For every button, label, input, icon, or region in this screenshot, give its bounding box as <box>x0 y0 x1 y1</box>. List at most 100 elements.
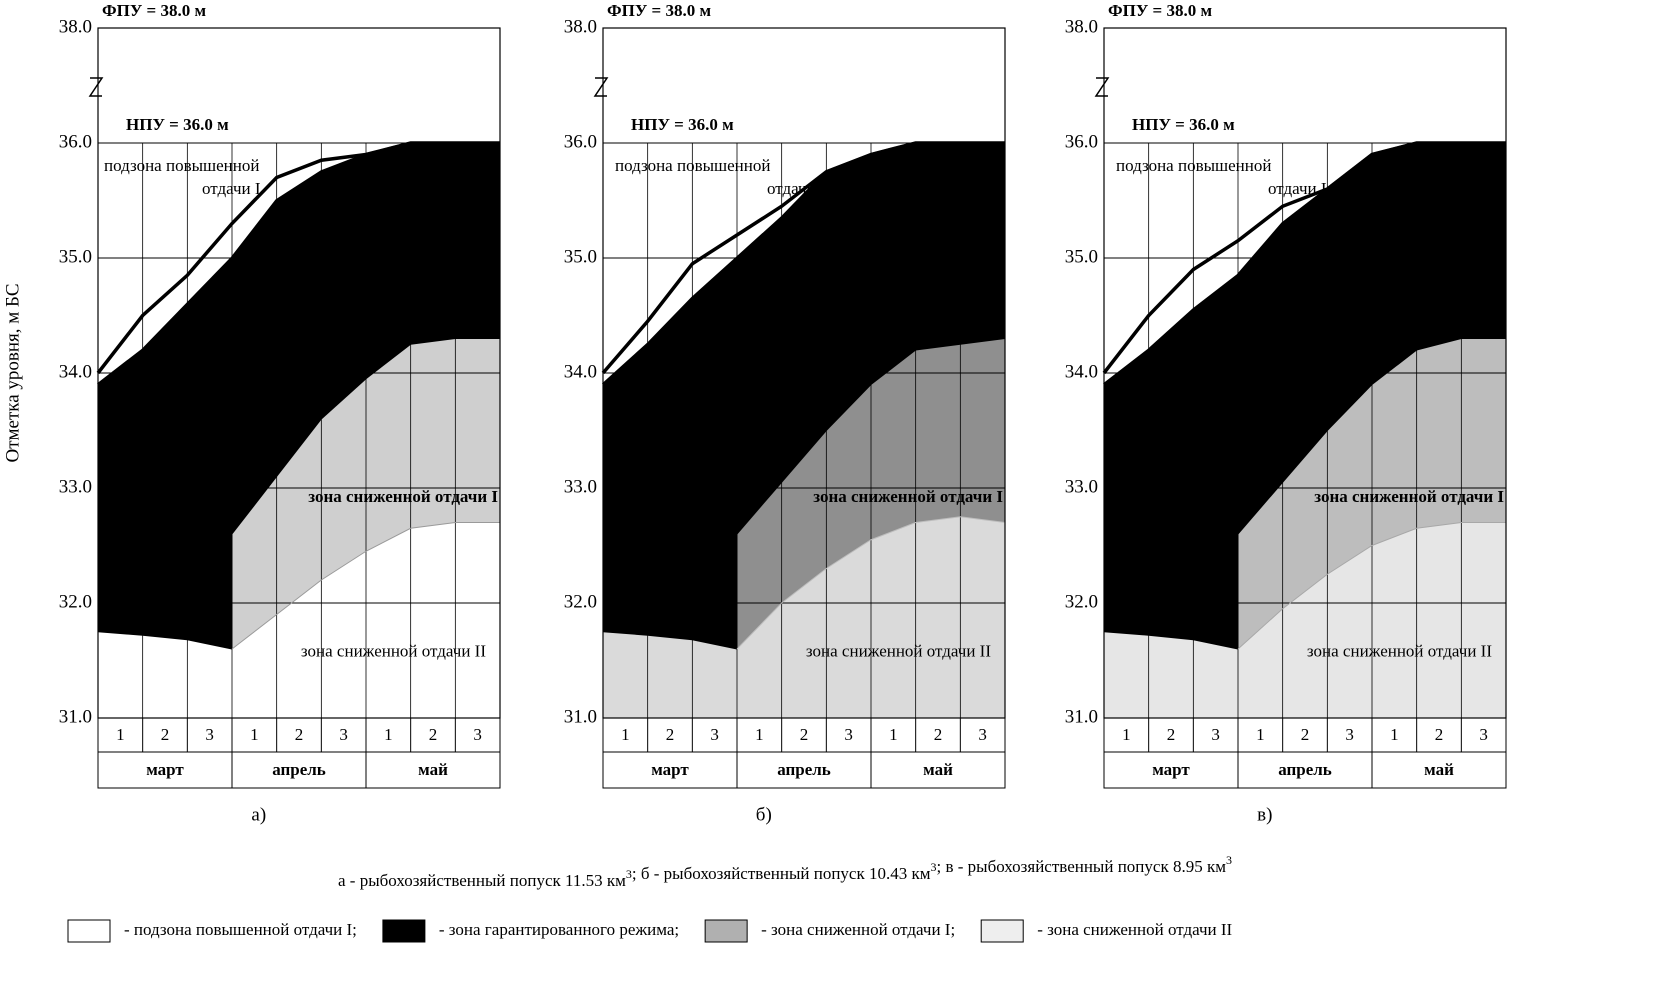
legend-swatch <box>382 919 426 943</box>
decade-label: 2 <box>934 725 943 744</box>
decade-label: 2 <box>429 725 438 744</box>
decade-label: 2 <box>295 725 304 744</box>
decade-label: 3 <box>339 725 348 744</box>
decade-label: 2 <box>800 725 809 744</box>
month-label: апрель <box>272 760 326 779</box>
caption-sup: 3 <box>1226 853 1232 867</box>
decade-label: 3 <box>205 725 214 744</box>
y-tick-label: 36.0 <box>1065 131 1098 152</box>
y-axis-title: Отметка уровня, м БС <box>2 283 23 462</box>
axis-break <box>88 77 104 97</box>
zone-label: зона сниженной отдачи I <box>1314 487 1504 506</box>
y-tick-label: 31.0 <box>59 706 92 727</box>
y-tick-label: 36.0 <box>59 131 92 152</box>
decade-label: 2 <box>1435 725 1444 744</box>
zone-label: зона сниженной отдачи I <box>813 487 1003 506</box>
y-tick-label: 35.0 <box>564 246 597 267</box>
decade-label: 2 <box>161 725 170 744</box>
zone-guaranteed <box>603 143 1005 649</box>
decade-label: 3 <box>473 725 482 744</box>
caption-sup: 3 <box>626 867 632 881</box>
month-row <box>1103 751 1507 789</box>
month-label: март <box>146 760 184 779</box>
month-row <box>602 751 1006 789</box>
decade-label: 2 <box>1301 725 1310 744</box>
decade-label: 1 <box>1390 725 1399 744</box>
decade-label: 1 <box>1122 725 1131 744</box>
fpu-label: ФПУ = 38.0 м <box>1108 1 1212 20</box>
caption-text: ; в - рыбохозяйственный попуск 8.95 км <box>937 857 1227 876</box>
y-tick-label: 31.0 <box>564 706 597 727</box>
zone-label: отдачи I <box>767 179 826 198</box>
decade-label: 3 <box>844 725 853 744</box>
month-row <box>97 751 501 789</box>
fpu-label: ФПУ = 38.0 м <box>607 1 711 20</box>
decade-label: 3 <box>710 725 719 744</box>
y-tick-label: 32.0 <box>1065 591 1098 612</box>
y-tick-label: 35.0 <box>1065 246 1098 267</box>
y-tick-label: 34.0 <box>1065 361 1098 382</box>
zone-label: отдачи I <box>1268 179 1327 198</box>
zone-label: подзона повышенной <box>1116 156 1271 175</box>
decade-label: 1 <box>621 725 630 744</box>
caption-text: ; б - рыбохозяйственный попуск 10.43 км <box>632 864 931 883</box>
legend-label: - зона сниженной отдачи II <box>1037 920 1232 939</box>
zone-guaranteed <box>1104 143 1506 649</box>
caption-text: а - рыбохозяйственный попуск 11.53 км <box>338 871 626 890</box>
y-tick-label: 35.0 <box>59 246 92 267</box>
y-tick-label: 34.0 <box>59 361 92 382</box>
legend-swatch <box>67 919 111 943</box>
boundary-line <box>601 141 1005 386</box>
zone-label: зона сниженной отдачи II <box>1307 641 1492 660</box>
zone-increased <box>1104 143 1506 385</box>
decade-label: 3 <box>1211 725 1220 744</box>
boundary-line <box>602 338 1006 650</box>
npu-label: НПУ = 36.0 м <box>1132 115 1235 134</box>
npu-label: НПУ = 36.0 м <box>126 115 229 134</box>
decade-label: 2 <box>666 725 675 744</box>
y-tick-label: 33.0 <box>564 476 597 497</box>
zone-label: подзона повышенной <box>104 156 259 175</box>
y-tick-label: 32.0 <box>564 591 597 612</box>
month-label: апрель <box>777 760 831 779</box>
legend-label: - зона гарантированного режима; <box>439 920 679 939</box>
caption-sup: 3 <box>931 860 937 874</box>
month-label: март <box>1152 760 1190 779</box>
month-label: апрель <box>1278 760 1332 779</box>
month-label: май <box>1424 760 1454 779</box>
boundary-line <box>97 141 500 386</box>
decade-label: 1 <box>384 725 393 744</box>
zone-label: зона сниженной отдачи II <box>301 641 486 660</box>
panel-label: в) <box>1257 804 1272 825</box>
axis-break <box>593 77 609 97</box>
y-tick-label: 34.0 <box>564 361 597 382</box>
decade-label: 1 <box>1256 725 1265 744</box>
boundary-line <box>97 338 500 650</box>
boundary-line <box>1103 141 1506 386</box>
month-label: март <box>651 760 689 779</box>
decade-label: 1 <box>116 725 125 744</box>
decade-label: 3 <box>1479 725 1488 744</box>
month-label: май <box>923 760 953 779</box>
legend-swatch <box>980 919 1024 943</box>
panel-label: а) <box>251 804 266 825</box>
axis-break <box>1094 77 1110 97</box>
y-tick-label: 36.0 <box>564 131 597 152</box>
legend-label: - подзона повышенной отдачи I; <box>124 920 357 939</box>
zone-increased <box>98 143 500 385</box>
y-tick-label: 38.0 <box>59 16 92 37</box>
decade-label: 1 <box>889 725 898 744</box>
decade-label: 3 <box>1345 725 1354 744</box>
y-tick-label: 38.0 <box>1065 16 1098 37</box>
y-tick-label: 32.0 <box>59 591 92 612</box>
panel-label: б) <box>756 804 772 825</box>
boundary-line <box>231 522 500 650</box>
npu-label: НПУ = 36.0 м <box>631 115 734 134</box>
zone-increased <box>603 143 1005 385</box>
zone-guaranteed <box>98 143 500 649</box>
y-tick-label: 31.0 <box>1065 706 1098 727</box>
legend-label: - зона сниженной отдачи I; <box>761 920 955 939</box>
zone-label: зона сниженной отдачи I <box>308 487 498 506</box>
zone-label: зона сниженной отдачи II <box>806 641 991 660</box>
